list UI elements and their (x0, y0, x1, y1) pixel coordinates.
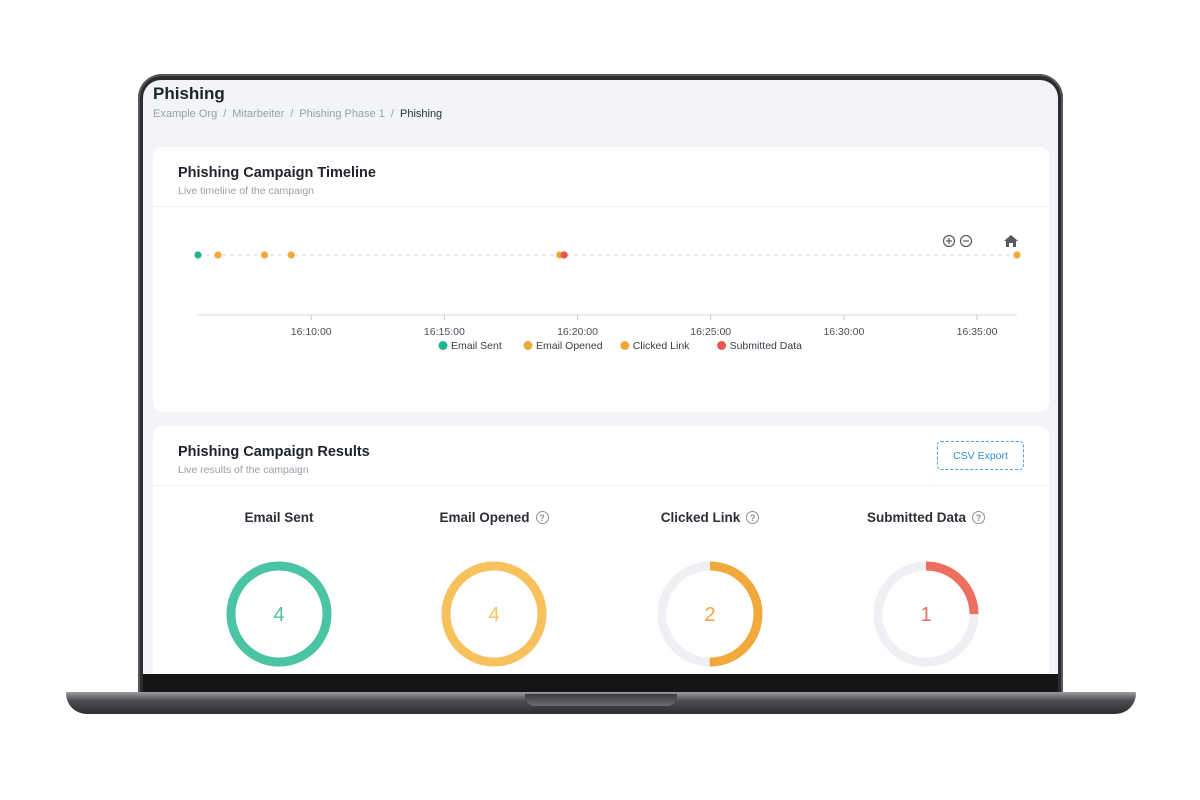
metric-label: Submitted Data (866, 510, 966, 525)
breadcrumb-separator: / (290, 108, 294, 120)
help-icon[interactable]: ? (972, 511, 985, 524)
breadcrumb-separator: / (223, 108, 227, 120)
metric-label-row: Submitted Data? (826, 510, 1026, 525)
timeline-point[interactable] (194, 251, 202, 259)
timeline-title: Phishing Campaign Timeline (178, 165, 376, 181)
legend-marker (620, 341, 630, 350)
metric-donut: 2 (657, 561, 763, 667)
timeline-chart: 16:10:00 16:15:00 16:20:00 16:25:00 16:30:00… (194, 234, 1021, 352)
legend-label: Email Sent (451, 340, 502, 352)
results-title: Phishing Campaign Results (178, 444, 370, 460)
metric-value: 2 (704, 604, 715, 626)
legend-item[interactable]: Email Opened (523, 340, 603, 352)
legend-label: Submitted Data (730, 340, 803, 352)
zoom-out-icon[interactable] (959, 234, 973, 248)
legend-marker (523, 341, 533, 350)
metric-email-opened: Email Opened? (394, 510, 594, 525)
legend-label: Email Opened (536, 340, 603, 352)
legend-item[interactable]: Clicked Link (620, 340, 690, 352)
x-tick-label: 16:15:00 (424, 326, 465, 338)
results-subtitle: Live results of the campaign (178, 464, 309, 476)
metric-label-row: Email Opened? (394, 510, 594, 525)
donut-arc (657, 561, 763, 667)
metric-label-row: Clicked Link? (610, 510, 810, 525)
metric-submitted-data: Submitted Data? (826, 510, 1026, 525)
breadcrumb-item-phase[interactable]: Phishing Phase 1 (299, 108, 385, 120)
metric-label-row: Email Sent (179, 510, 379, 525)
metric-clicked-link: Clicked Link? (610, 510, 810, 525)
timeline-point[interactable] (287, 251, 295, 259)
metric-value: 1 (920, 604, 931, 626)
legend-marker (438, 341, 448, 350)
breadcrumb-item-employees[interactable]: Mitarbeiter (232, 108, 285, 120)
metric-value: 4 (488, 604, 499, 626)
home-icon[interactable] (1004, 235, 1018, 247)
donut-arc (441, 561, 547, 667)
help-icon[interactable]: ? (746, 511, 760, 524)
metric-donut: 4 (441, 561, 547, 667)
legend-item[interactable]: Submitted Data (717, 340, 802, 352)
app-screen: Phishing Example Org / Mitarbeiter / Phi… (143, 80, 1058, 674)
breadcrumb-item-org[interactable]: Example Org (153, 108, 218, 120)
donut-arc (873, 561, 979, 667)
help-icon[interactable]: ? (535, 511, 549, 524)
page-title: Phishing (153, 84, 225, 103)
timeline-point[interactable] (560, 251, 568, 259)
timeline-point[interactable] (260, 251, 269, 259)
metric-label: Email Sent (244, 510, 314, 525)
x-tick-label: 16:20:00 (557, 326, 598, 338)
breadcrumb-item-current: Phishing (399, 108, 443, 120)
donut-arc (226, 561, 332, 667)
metric-email-sent: Email Sent (179, 510, 379, 525)
x-tick-label: 16:10:00 (291, 326, 332, 338)
zoom-in-icon[interactable] (942, 234, 956, 248)
results-card: Phishing Campaign Results Live results o… (153, 426, 1049, 674)
screen-bezel (143, 672, 1058, 694)
metric-donut: 1 (873, 561, 979, 667)
laptop-notch (525, 694, 677, 706)
results-card-header: Phishing Campaign Results Live results o… (153, 426, 1049, 486)
timeline-point[interactable] (214, 251, 222, 259)
timeline-subtitle: Live timeline of the campaign (178, 185, 314, 197)
breadcrumb: Example Org / Mitarbeiter / Phishing Pha… (153, 108, 442, 120)
legend-item[interactable]: Email Sent (438, 340, 502, 352)
metric-label: Email Opened (439, 510, 530, 525)
timeline-card: Phishing Campaign Timeline Live timeline… (153, 147, 1049, 412)
csv-export-button[interactable]: CSV Export (937, 441, 1024, 470)
timeline-card-header: Phishing Campaign Timeline Live timeline… (153, 147, 1049, 207)
timeline-point[interactable] (1013, 251, 1021, 259)
legend-label: Clicked Link (633, 340, 690, 352)
metric-value: 4 (273, 604, 284, 626)
x-tick-label: 16:30:00 (823, 326, 864, 338)
legend-marker (717, 341, 727, 350)
metric-label: Clicked Link (660, 510, 741, 525)
x-tick-label: 16:25:00 (690, 326, 731, 338)
x-tick-label: 16:35:00 (957, 326, 998, 338)
breadcrumb-separator: / (390, 108, 394, 120)
metric-donut: 4 (226, 561, 332, 667)
